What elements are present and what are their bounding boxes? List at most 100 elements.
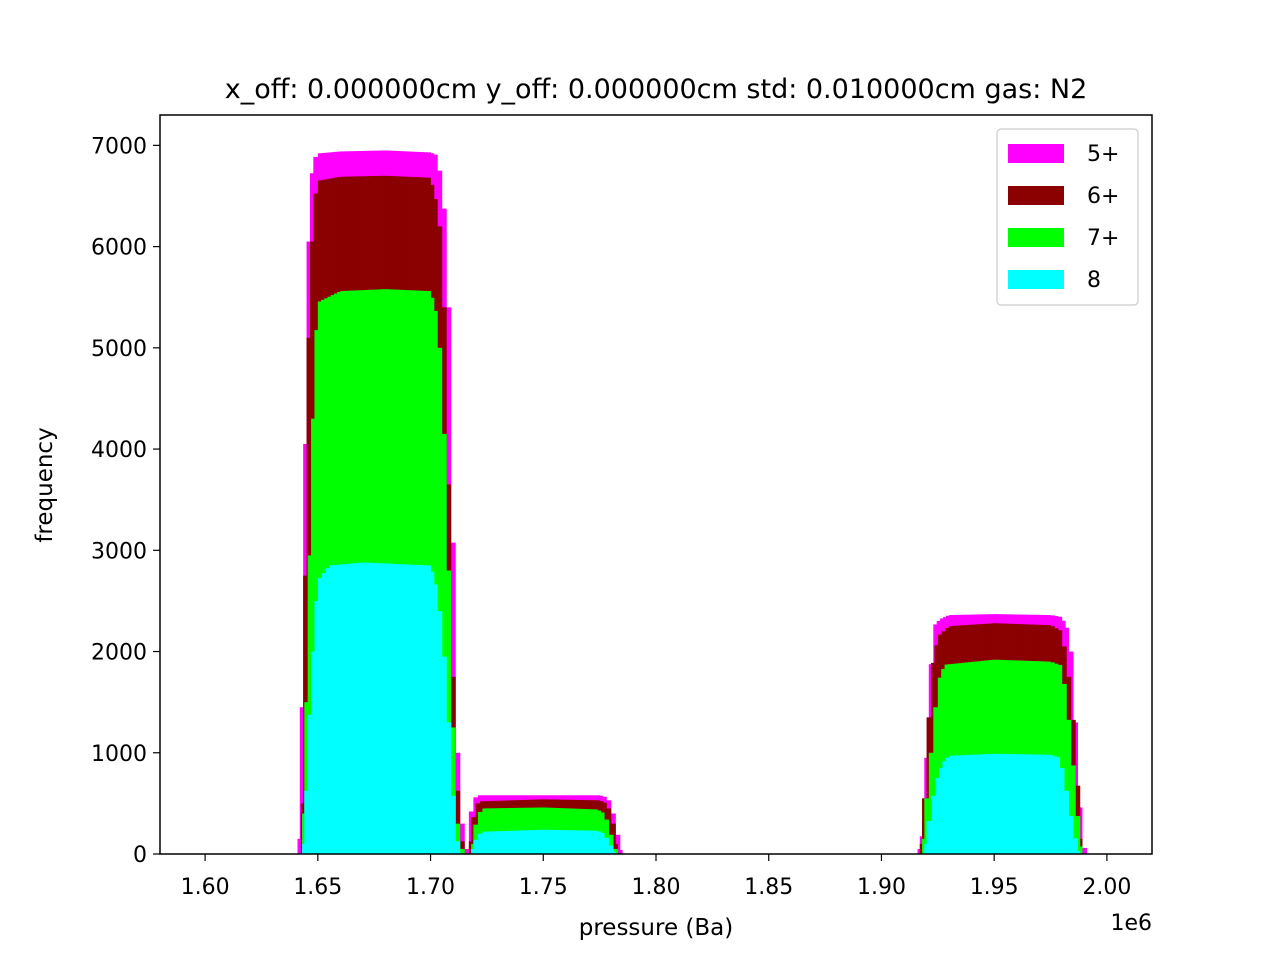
x-axis-offset-label: 1e6 (1110, 911, 1152, 936)
y-tick-label: 5000 (91, 337, 147, 362)
histogram-bar (356, 562, 360, 854)
histogram-bar (1082, 847, 1088, 854)
legend-swatch (1008, 186, 1064, 205)
histogram-bar (553, 829, 558, 854)
histogram-bar (594, 830, 598, 854)
y-tick-label: 0 (133, 843, 147, 868)
histogram-bar (509, 830, 514, 854)
histogram-bar (499, 808, 504, 854)
histogram-bar (414, 564, 419, 854)
histogram-bar (563, 830, 568, 854)
x-tick-label: 1.75 (519, 875, 568, 900)
histogram-bar (543, 829, 548, 854)
histogram-bar (346, 563, 350, 854)
histogram-bar (482, 831, 487, 854)
histogram-bar (477, 833, 483, 854)
histogram-bar (980, 754, 985, 854)
histogram-bar (433, 310, 438, 854)
histogram-bar (526, 830, 531, 854)
histogram-bar (369, 562, 374, 854)
histogram-bar (401, 564, 405, 854)
histogram-bar (441, 656, 447, 854)
histogram-bar (387, 563, 392, 854)
x-axis-ticks: 1.60 1.65 1.70 1.75 1.80 1.85 1.90 1.95 2.00 (181, 854, 1131, 900)
histogram-bar (408, 564, 412, 854)
histogram-bar (352, 563, 357, 854)
histogram-bar (314, 330, 319, 854)
histogram-bar (430, 571, 435, 854)
y-axis-label: frequency (32, 427, 58, 542)
histogram-bar (411, 564, 415, 854)
histogram-bar (424, 565, 428, 854)
legend-label: 6+ (1087, 184, 1119, 209)
legend-label: 8 (1087, 268, 1101, 293)
histogram-bar (477, 811, 483, 854)
x-tick-label: 1.80 (632, 875, 681, 900)
histogram-bar (1037, 754, 1041, 854)
histogram-bar (359, 562, 364, 854)
histogram-bar (1017, 754, 1022, 854)
histogram-bar (573, 830, 578, 854)
histogram-bar (502, 831, 507, 854)
histogram-bar (311, 651, 315, 854)
y-tick-label: 7000 (91, 134, 147, 159)
histogram-bar (450, 727, 456, 854)
histogram-bar (299, 707, 304, 854)
histogram-bar (437, 611, 443, 854)
histogram-bar (317, 578, 322, 854)
histogram-bar (446, 570, 452, 854)
histogram-bar (529, 830, 534, 854)
histogram-bar (613, 851, 616, 854)
y-tick-label: 2000 (91, 641, 147, 666)
histogram-bar (959, 755, 964, 854)
histogram-bar (485, 808, 490, 854)
histogram-bar (307, 714, 312, 854)
legend-box (996, 128, 1139, 306)
histogram-bar (917, 848, 921, 854)
histogram-bar (600, 832, 605, 854)
histogram-bar (1007, 754, 1012, 854)
histogram-bar (492, 831, 497, 854)
histogram-bar (926, 821, 932, 854)
histogram-bar (459, 848, 465, 854)
histogram-bar (949, 755, 953, 854)
histogram-bar (304, 702, 309, 854)
histogram-bar (966, 754, 971, 854)
histogram-bar (473, 824, 479, 854)
histogram-bar (446, 722, 452, 854)
histogram-bar (383, 563, 388, 854)
histogram-bar (1040, 754, 1045, 854)
histogram-bar (608, 845, 614, 854)
histogram-bar (1053, 756, 1057, 854)
histogram-bar (1043, 754, 1048, 854)
histogram-bar (362, 562, 367, 854)
histogram-bar (570, 830, 575, 854)
histogram-bar (437, 347, 443, 854)
histogram-bar (302, 813, 305, 854)
histogram-bar (1010, 754, 1015, 854)
histogram-bar (1070, 765, 1076, 854)
x-tick-label: 1.60 (181, 875, 230, 900)
histogram-bar (450, 795, 456, 854)
histogram-bar (519, 830, 524, 854)
histogram-bar (420, 565, 425, 854)
histogram-bar (1047, 754, 1051, 854)
histogram-bar (1030, 754, 1035, 854)
histogram-bar (587, 830, 592, 854)
y-tick-label: 3000 (91, 539, 147, 564)
histogram-bar (516, 830, 520, 854)
histogram-bar (1024, 754, 1028, 854)
legend-label: 5+ (1087, 142, 1119, 167)
histogram-bar (522, 830, 527, 854)
x-tick-label: 1.95 (970, 875, 1019, 900)
y-tick-label: 1000 (91, 742, 147, 767)
histogram-bar (556, 829, 561, 854)
histogram-bar (489, 808, 493, 854)
histogram-bar (583, 830, 588, 854)
histogram-bar (495, 831, 500, 854)
histogram-bar (997, 753, 1002, 854)
histogram-bar (566, 830, 571, 854)
histogram-bar (1077, 850, 1081, 854)
x-tick-label: 1.70 (406, 875, 455, 900)
histogram-bar (1004, 753, 1008, 854)
